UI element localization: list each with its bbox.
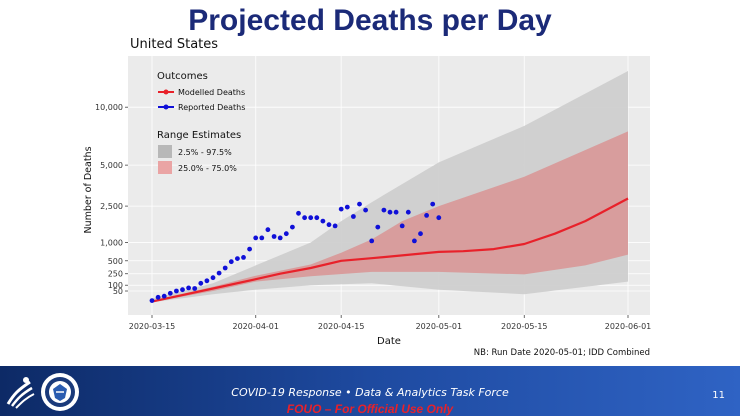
y-tick-label: 100 bbox=[108, 281, 123, 290]
reported-death-point bbox=[405, 209, 411, 215]
x-tick-label: 2020-04-01 bbox=[232, 322, 279, 331]
reported-death-point bbox=[167, 290, 173, 296]
y-tick-label: 5,000 bbox=[100, 161, 123, 170]
legend-outer-band-label: 2.5% - 97.5% bbox=[178, 148, 232, 157]
reported-death-point bbox=[369, 238, 375, 244]
reported-death-point bbox=[338, 206, 344, 212]
reported-death-point bbox=[253, 235, 259, 241]
reported-death-point bbox=[192, 286, 198, 291]
reported-death-point bbox=[326, 222, 332, 228]
x-tick-label: 2020-05-15 bbox=[501, 322, 548, 331]
legend-range-title: Range Estimates bbox=[157, 130, 241, 141]
reported-death-point bbox=[198, 280, 204, 286]
legend-outcomes-title: Outcomes bbox=[157, 71, 208, 82]
reported-death-point bbox=[351, 214, 356, 219]
reported-death-point bbox=[308, 215, 314, 221]
reported-death-point bbox=[228, 259, 234, 265]
reported-death-point bbox=[241, 255, 246, 260]
hhs-logo-icon bbox=[6, 377, 35, 409]
x-tick-label: 2020-03-15 bbox=[129, 322, 176, 331]
reported-death-point bbox=[430, 201, 436, 207]
reported-death-point bbox=[387, 209, 393, 215]
reported-death-point bbox=[210, 275, 216, 281]
reported-death-point bbox=[357, 201, 362, 207]
x-axis-label: Date bbox=[377, 336, 401, 347]
reported-death-point bbox=[412, 238, 417, 244]
reported-death-point bbox=[259, 235, 265, 241]
footer-program-text: COVID-19 Response • Data & Analytics Tas… bbox=[231, 386, 509, 399]
y-tick-label: 1,000 bbox=[100, 238, 123, 247]
y-tick-label: 50 bbox=[113, 287, 123, 296]
run-date-note: NB: Run Date 2020-05-01; IDD Combined bbox=[473, 348, 650, 358]
chart-subtitle: United States bbox=[130, 37, 219, 52]
reported-death-point bbox=[375, 224, 381, 230]
y-tick-label: 250 bbox=[108, 270, 123, 279]
range-bands bbox=[152, 71, 628, 303]
reported-death-point bbox=[290, 224, 295, 230]
reported-death-point bbox=[149, 298, 155, 303]
reported-death-point bbox=[161, 293, 167, 299]
reported-death-point bbox=[393, 209, 399, 215]
reported-points-layer bbox=[149, 201, 442, 303]
reported-death-point bbox=[399, 223, 405, 229]
legend: Outcomes Modelled Deaths Reported Deaths… bbox=[157, 71, 245, 174]
legend-modelled-label: Modelled Deaths bbox=[178, 88, 245, 97]
modelled-deaths-line bbox=[151, 197, 629, 303]
reported-death-point bbox=[174, 288, 179, 294]
reported-death-point bbox=[418, 231, 423, 237]
legend-reported-dot bbox=[163, 104, 169, 110]
reported-death-point bbox=[320, 218, 326, 224]
reported-death-point bbox=[381, 207, 387, 213]
page-number: 11 bbox=[712, 390, 725, 401]
modelled-line-layer bbox=[151, 197, 629, 303]
reported-death-point bbox=[332, 223, 338, 229]
band-inner bbox=[152, 131, 628, 303]
y-tick-label: 500 bbox=[108, 257, 123, 266]
reported-death-point bbox=[180, 287, 185, 293]
reported-death-point bbox=[216, 270, 222, 276]
reported-death-point bbox=[424, 213, 429, 218]
reported-death-point bbox=[283, 231, 289, 237]
reported-death-point bbox=[186, 285, 192, 291]
y-tick-label: 10,000 bbox=[95, 103, 123, 112]
reported-death-point bbox=[235, 256, 240, 261]
legend-inner-band-swatch bbox=[158, 161, 172, 174]
x-axis: 2020-03-15 2020-04-01 2020-04-15 2020-05-01… bbox=[129, 315, 652, 331]
slide-title: Projected Deaths per Day bbox=[188, 4, 552, 37]
legend-reported-label: Reported Deaths bbox=[178, 103, 245, 112]
legend-modelled-dot bbox=[163, 89, 169, 95]
x-tick-label: 2020-06-01 bbox=[605, 322, 652, 331]
reported-death-point bbox=[155, 294, 161, 300]
footer-bar: COVID-19 Response • Data & Analytics Tas… bbox=[0, 366, 740, 416]
y-axis-label: Number of Deaths bbox=[83, 146, 94, 233]
y-tick-label: 2,500 bbox=[100, 202, 123, 211]
reported-death-point bbox=[277, 235, 283, 241]
reported-death-point bbox=[265, 227, 271, 233]
x-tick-label: 2020-04-15 bbox=[318, 322, 365, 331]
reported-death-point bbox=[247, 246, 253, 252]
reported-death-point bbox=[204, 278, 210, 284]
reported-death-point bbox=[271, 234, 277, 239]
legend-inner-band-label: 25.0% - 75.0% bbox=[178, 164, 237, 173]
reported-death-point bbox=[296, 210, 301, 216]
fouo-marking: FOUO – For Official Use Only bbox=[286, 402, 454, 416]
reported-death-point bbox=[302, 215, 307, 221]
x-tick-label: 2020-05-01 bbox=[416, 322, 463, 331]
dhs-seal-icon bbox=[41, 373, 79, 411]
legend-outer-band-swatch bbox=[158, 145, 172, 158]
reported-death-point bbox=[344, 204, 350, 210]
reported-death-point bbox=[222, 265, 228, 271]
reported-death-point bbox=[314, 215, 320, 221]
reported-death-point bbox=[363, 207, 368, 213]
reported-death-point bbox=[436, 215, 442, 221]
